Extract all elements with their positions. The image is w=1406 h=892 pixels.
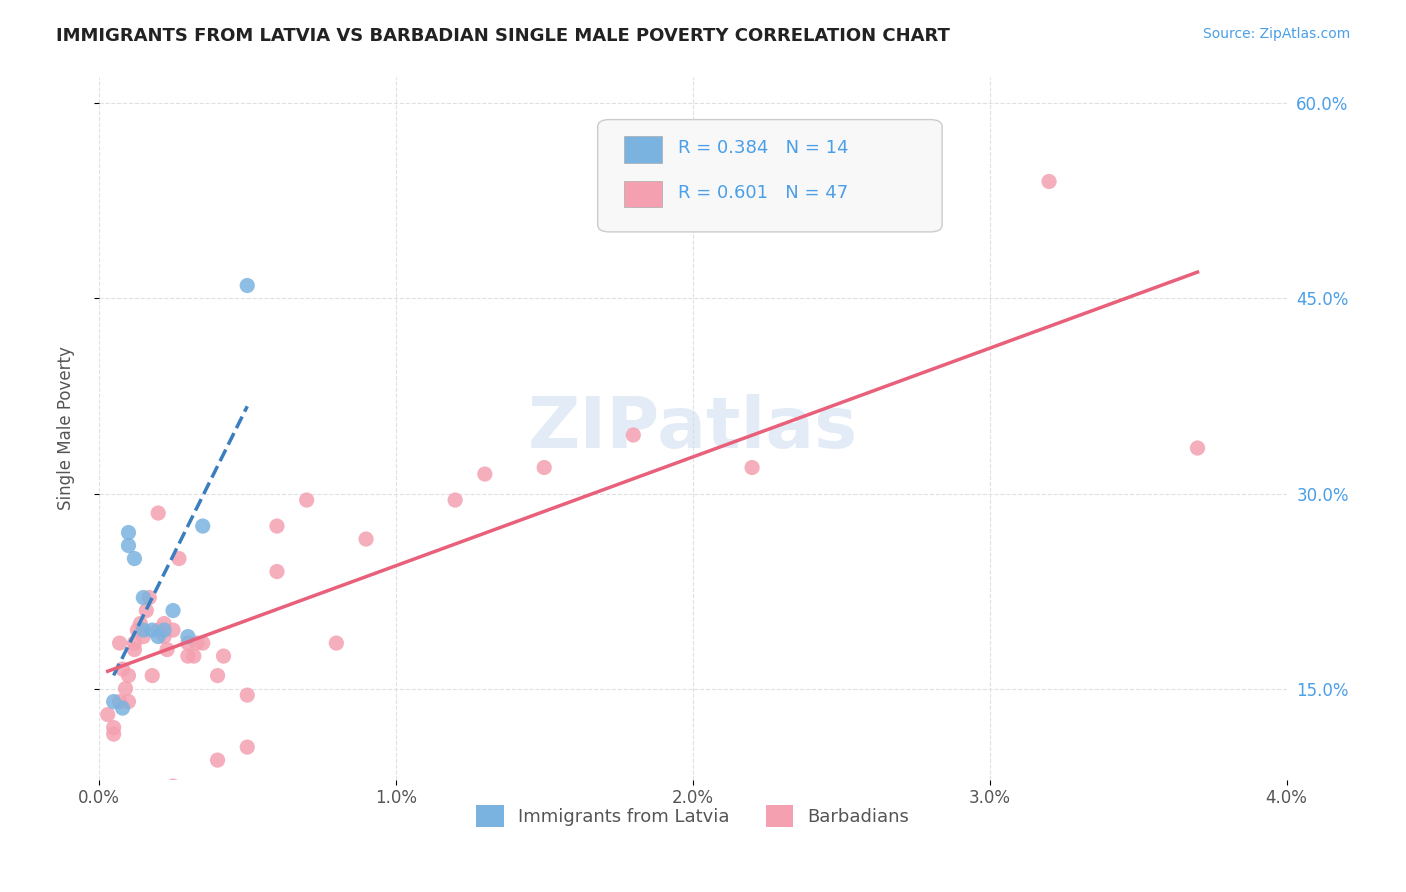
Point <box>127 623 149 637</box>
Point <box>177 636 200 650</box>
Point <box>266 565 288 579</box>
Point <box>108 636 131 650</box>
Point <box>114 681 136 696</box>
Point <box>167 551 190 566</box>
Point <box>148 506 170 520</box>
Point <box>266 519 288 533</box>
Point <box>177 630 200 644</box>
Point <box>156 642 179 657</box>
Point <box>354 532 377 546</box>
Legend: Immigrants from Latvia, Barbadians: Immigrants from Latvia, Barbadians <box>470 797 917 834</box>
Point <box>444 493 467 508</box>
Point <box>1187 441 1209 455</box>
Point <box>325 636 347 650</box>
Point <box>108 695 131 709</box>
Point <box>741 460 763 475</box>
Point <box>124 551 146 566</box>
Point <box>621 428 644 442</box>
Text: Source: ZipAtlas.com: Source: ZipAtlas.com <box>1202 27 1350 41</box>
Point <box>111 701 134 715</box>
Text: ZIPatlas: ZIPatlas <box>527 394 858 463</box>
Point <box>141 668 163 682</box>
Point <box>162 603 184 617</box>
Point <box>117 668 139 682</box>
Point <box>177 649 200 664</box>
Point <box>191 519 214 533</box>
Point <box>153 630 176 644</box>
Point <box>103 695 125 709</box>
Point <box>129 616 152 631</box>
Y-axis label: Single Male Poverty: Single Male Poverty <box>58 347 75 510</box>
Point <box>124 636 146 650</box>
FancyBboxPatch shape <box>624 181 662 207</box>
Point <box>132 591 155 605</box>
FancyBboxPatch shape <box>624 136 662 163</box>
Point <box>236 740 259 755</box>
Point <box>1038 174 1060 188</box>
Point <box>212 649 235 664</box>
Point <box>295 493 318 508</box>
Point <box>236 688 259 702</box>
Point <box>111 662 134 676</box>
Point <box>183 649 205 664</box>
Point <box>148 630 170 644</box>
Text: R = 0.384   N = 14: R = 0.384 N = 14 <box>679 138 849 157</box>
Point <box>162 779 184 793</box>
Point <box>153 623 176 637</box>
Point <box>117 539 139 553</box>
Point <box>117 695 139 709</box>
Point <box>162 623 184 637</box>
Point <box>132 630 155 644</box>
Point <box>207 668 229 682</box>
Point <box>138 591 160 605</box>
Point <box>236 278 259 293</box>
FancyBboxPatch shape <box>598 120 942 232</box>
Point <box>135 603 157 617</box>
Point <box>148 623 170 637</box>
Point <box>97 707 120 722</box>
Point <box>117 525 139 540</box>
Point <box>533 460 555 475</box>
Point <box>141 623 163 637</box>
Point <box>132 623 155 637</box>
Point <box>186 636 208 650</box>
Text: IMMIGRANTS FROM LATVIA VS BARBADIAN SINGLE MALE POVERTY CORRELATION CHART: IMMIGRANTS FROM LATVIA VS BARBADIAN SING… <box>56 27 950 45</box>
Point <box>124 642 146 657</box>
Point <box>207 753 229 767</box>
Text: R = 0.601   N = 47: R = 0.601 N = 47 <box>679 184 849 202</box>
Point <box>191 636 214 650</box>
Point <box>153 616 176 631</box>
Point <box>103 727 125 741</box>
Point <box>474 467 496 481</box>
Point <box>103 721 125 735</box>
